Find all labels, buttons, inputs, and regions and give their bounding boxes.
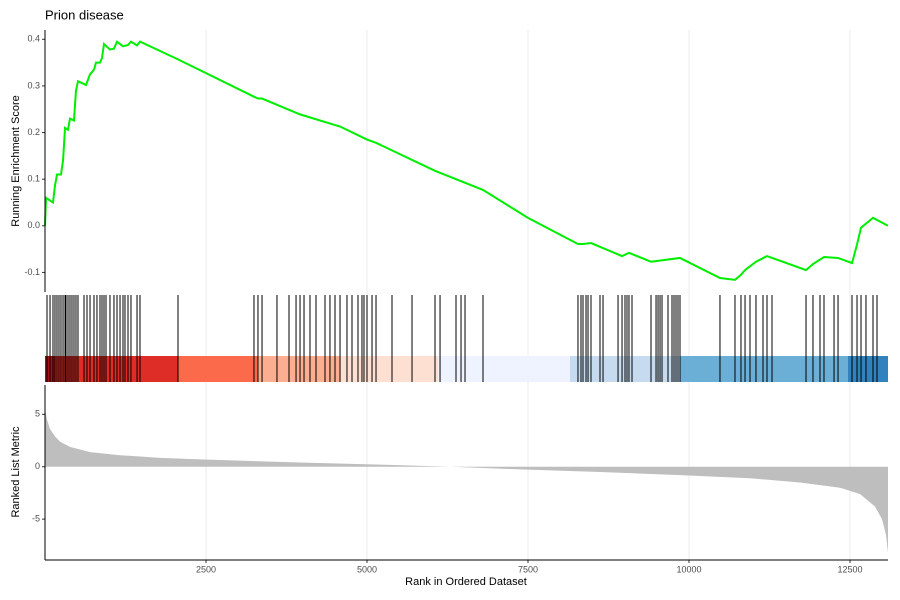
- rank-band: [848, 356, 888, 382]
- enrichment-line: [44, 40, 889, 281]
- y-tick-label: 0.0: [27, 220, 40, 230]
- y-tick-label: 0.3: [27, 80, 40, 90]
- x-tick-label: 5000: [357, 564, 377, 574]
- y-axis-title: Running Enrichment Score: [10, 95, 22, 226]
- rank-band: [340, 356, 438, 382]
- x-tick-label: 2500: [196, 564, 216, 574]
- rank-band: [54, 356, 178, 382]
- x-tick-label: 12500: [837, 564, 862, 574]
- rank-band: [437, 356, 570, 382]
- y-tick-label: 0.2: [27, 127, 40, 137]
- y-axis-title: Ranked List Metric: [10, 426, 22, 518]
- x-axis-title: Rank in Ordered Dataset: [405, 576, 527, 588]
- rank-band: [679, 356, 849, 382]
- y-tick-label: -0.1: [24, 267, 40, 277]
- chart-title: Prion disease: [45, 7, 124, 22]
- y-tick-label: 0.4: [27, 34, 40, 44]
- y-tick-label: 5: [35, 409, 40, 419]
- rank-band: [257, 356, 341, 382]
- y-tick-label: -5: [32, 514, 40, 524]
- y-tick-label: 0: [35, 461, 40, 471]
- x-tick-label: 7500: [518, 564, 538, 574]
- y-tick-label: 0.1: [27, 174, 40, 184]
- x-tick-label: 10000: [676, 564, 701, 574]
- rank-band: [177, 356, 258, 382]
